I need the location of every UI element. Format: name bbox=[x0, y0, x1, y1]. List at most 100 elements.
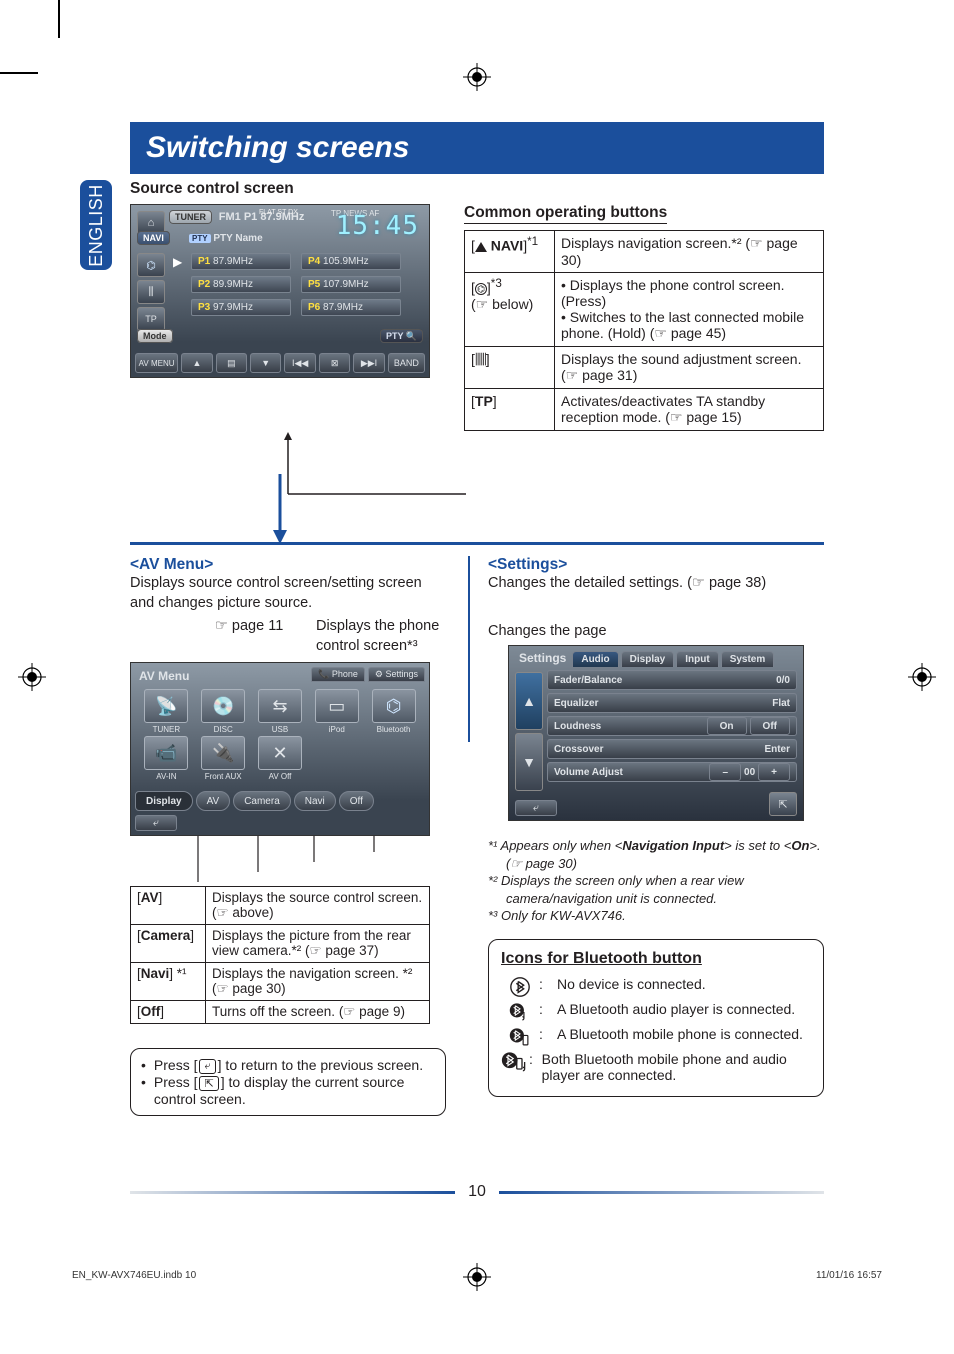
leader-lines bbox=[130, 834, 430, 894]
preset-1: P1 87.9MHz bbox=[191, 253, 291, 270]
common-buttons-heading: Common operating buttons bbox=[464, 204, 667, 224]
preset-3: P3 97.9MHz bbox=[191, 299, 291, 316]
disp-navi-val: Displays the navigation screen. *² (☞ pa… bbox=[206, 963, 430, 1001]
src-tuner: 📡TUNER bbox=[139, 689, 194, 734]
src-avin: 📹AV-IN bbox=[139, 736, 194, 781]
navi-button: NAVI bbox=[137, 231, 170, 245]
tp-key: [TP] bbox=[465, 389, 555, 431]
footnote-3: *³ Only for KW-AVX746. bbox=[488, 907, 824, 925]
preset-2: P2 89.9MHz bbox=[191, 276, 291, 293]
language-label: ENGLISH bbox=[86, 184, 107, 267]
band-button: BAND bbox=[388, 353, 425, 373]
bt-phone-text: A Bluetooth mobile phone is connected. bbox=[557, 1026, 803, 1048]
bt-desc: • Displays the phone control screen. (Pr… bbox=[555, 273, 824, 347]
display-camera: Camera bbox=[233, 791, 291, 811]
return-icon: ⤶ bbox=[135, 815, 177, 831]
tab-system: System bbox=[721, 651, 775, 667]
settings-heading: <Settings> bbox=[488, 556, 824, 574]
disp-camera-key: [Camera] bbox=[131, 925, 206, 963]
phone-tab: 📞 Phone bbox=[311, 667, 365, 682]
navigation-notes-box: Press [⤶] to return to the previous scre… bbox=[130, 1048, 446, 1116]
tuner-screenshot: ⌂ TUNER FM1 P1 87.9MHz FLAT ST DX TP NEW… bbox=[130, 204, 430, 378]
stop-icon: ⊠ bbox=[319, 353, 350, 373]
settings-screenshot: Settings Audio Display Input System ▲ ▼ … bbox=[508, 645, 804, 821]
display-off: Off bbox=[339, 791, 374, 811]
bluetooth-icon: ⌬ bbox=[137, 253, 165, 277]
note-current: Press [⇱] to display the current source … bbox=[141, 1074, 435, 1107]
disp-camera-val: Displays the picture from the rear view … bbox=[206, 925, 430, 963]
bt-both-row: : Both Bluetooth mobile phone and audio … bbox=[501, 1051, 811, 1083]
avmenu-ref: ☞ page 11 bbox=[215, 617, 283, 656]
page-number: 10 bbox=[468, 1183, 486, 1201]
bt-phone-row: : A Bluetooth mobile phone is connected. bbox=[501, 1026, 811, 1048]
src-avoff: ✕AV Off bbox=[253, 736, 308, 781]
avmenu-button: AV MENU bbox=[135, 353, 178, 373]
next-icon: ▶▶I bbox=[353, 353, 384, 373]
page-up-icon: ▲ bbox=[515, 672, 543, 730]
src-ipod: ▭iPod bbox=[309, 689, 364, 734]
eq-desc: Displays the sound adjustment screen. (☞… bbox=[555, 347, 824, 389]
settings-title: Settings bbox=[515, 649, 570, 667]
mode-button: Mode bbox=[137, 329, 173, 343]
preset-4: P4 105.9MHz bbox=[301, 253, 401, 270]
down-icon: ▼ bbox=[250, 353, 281, 373]
bt-both-text: Both Bluetooth mobile phone and audio pl… bbox=[542, 1051, 811, 1083]
display-label: Display bbox=[135, 791, 193, 811]
disp-off-key: [Off] bbox=[131, 1001, 206, 1024]
bluetooth-icons-box: Icons for Bluetooth button : No device i… bbox=[488, 939, 824, 1097]
tab-input: Input bbox=[676, 651, 718, 667]
note-return: Press [⤶] to return to the previous scre… bbox=[141, 1057, 435, 1074]
display-av: AV bbox=[196, 791, 231, 811]
footer-filename: EN_KW-AVX746EU.indb 10 bbox=[72, 1270, 196, 1281]
common-buttons-table: [ NAVI]*1 Displays navigation screen.*² … bbox=[464, 230, 824, 431]
connector-arrow bbox=[130, 426, 830, 546]
prev-icon: I◀◀ bbox=[284, 353, 315, 373]
eq-key: [⫼⫼] bbox=[465, 347, 555, 389]
preset-5: P5 107.9MHz bbox=[301, 276, 401, 293]
bluetooth-none-icon bbox=[509, 976, 531, 998]
src-frontaux: 🔌Front AUX bbox=[196, 736, 251, 781]
crop-mark bbox=[0, 72, 38, 74]
page-down-icon: ▼ bbox=[515, 733, 543, 791]
set-loudness: LoudnessOnOff bbox=[547, 716, 797, 736]
page-title: Switching screens bbox=[146, 131, 409, 165]
tuner-clock: 15:45 bbox=[336, 211, 419, 241]
footer-rule-left bbox=[130, 1191, 455, 1194]
registration-mark bbox=[18, 663, 46, 691]
svg-text:⌬: ⌬ bbox=[477, 284, 485, 294]
tp-button: TP bbox=[137, 307, 165, 331]
src-usb: ⇆USB bbox=[253, 689, 308, 734]
divider bbox=[130, 542, 824, 545]
settings-tab: ⚙ Settings bbox=[368, 667, 425, 682]
display-options-table: [AV]Displays the source control screen. … bbox=[130, 886, 430, 1024]
footer-timestamp: 11/01/16 16:57 bbox=[816, 1270, 882, 1281]
set-fader: Fader/Balance0/0 bbox=[547, 670, 797, 690]
bluetooth-both-icon bbox=[501, 1051, 529, 1073]
set-volume: Volume Adjust–00+ bbox=[547, 762, 797, 782]
disp-navi-key: [Navi] *¹ bbox=[131, 963, 206, 1001]
changes-page-caption: Changes the page bbox=[488, 622, 824, 642]
bluetooth-box-heading: Icons for Bluetooth button bbox=[501, 950, 811, 968]
disp-av-val: Displays the source control screen. (☞ a… bbox=[206, 887, 430, 925]
src-disc: 💿DISC bbox=[196, 689, 251, 734]
avmenu-title: AV Menu bbox=[139, 669, 189, 683]
bt-audio-text: A Bluetooth audio player is connected. bbox=[557, 1001, 795, 1023]
source-icon: ⇱ bbox=[769, 792, 797, 816]
navi-key: [ NAVI]*1 bbox=[465, 231, 555, 273]
navi-desc: Displays navigation screen.*² (☞ page 30… bbox=[555, 231, 824, 273]
tab-audio: Audio bbox=[572, 651, 618, 667]
registration-mark bbox=[463, 1263, 491, 1291]
tuner-source-label: TUNER bbox=[169, 210, 212, 224]
avmenu-heading: <AV Menu> bbox=[130, 556, 446, 574]
return-icon: ⤶ bbox=[515, 800, 557, 816]
set-eq: EqualizerFlat bbox=[547, 693, 797, 713]
disp-off-val: Turns off the screen. (☞ page 9) bbox=[206, 1001, 430, 1024]
source-control-heading: Source control screen bbox=[130, 180, 440, 198]
up-icon: ▲ bbox=[181, 353, 212, 373]
registration-mark bbox=[463, 63, 491, 91]
tab-display: Display bbox=[621, 651, 675, 667]
language-tab: ENGLISH bbox=[80, 180, 112, 270]
display-navi: Navi bbox=[294, 791, 336, 811]
avmenu-screenshot: AV Menu 📞 Phone ⚙ Settings 📡TUNER 💿DISC … bbox=[130, 662, 430, 836]
down-arrow-icon bbox=[270, 474, 290, 548]
